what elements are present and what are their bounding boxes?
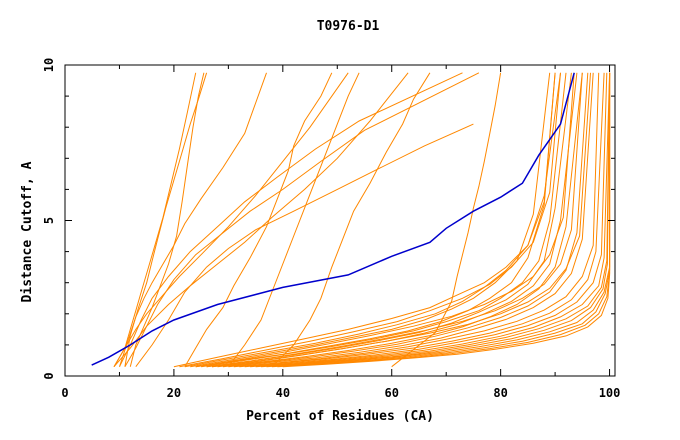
model-curve-29 [255,72,611,368]
y-tick-label: 0 [42,372,56,379]
x-tick-label: 0 [61,386,68,400]
y-tick-label: 5 [42,217,56,224]
model-curve-31 [195,72,575,368]
model-curve-34 [206,72,583,368]
model-curve-35 [277,72,611,368]
model-curve-13 [391,72,502,368]
model-curve-28 [250,72,611,368]
model-curve-33 [271,72,611,368]
model-curve-4 [113,72,349,367]
chart-title: T0976-D1 [317,19,380,34]
model-curve-22 [179,72,561,368]
highlighted-model-curve [91,72,575,366]
y-tick-label: 10 [42,58,56,72]
axis-layer: 0 20 40 60 80 100 0 5 10 [42,58,620,400]
model-curve-30 [260,72,611,368]
model-curve-6 [113,72,197,367]
model-curve-17 [201,72,567,368]
x-axis-label: Percent of Residues (CA) [246,409,434,424]
model-curve-32 [266,72,611,368]
model-curve-1 [129,72,205,367]
model-curve-37 [282,72,611,368]
plot-area-frame [64,64,616,377]
model-curve-36 [211,72,591,368]
model-curve-26 [239,72,605,368]
model-curve-10 [184,72,333,367]
model-curve-21 [217,72,583,368]
model-curve-23 [222,72,589,368]
model-curve-11 [227,72,360,367]
model-curve-27 [244,72,608,368]
model-curve-3 [119,72,267,367]
model-curve-5 [113,72,409,368]
x-tick-label: 60 [385,386,399,400]
model-curve-18 [206,72,572,368]
model-curve-12 [271,72,431,368]
model-curve-8 [124,72,480,367]
model-curve-24 [228,72,594,368]
model-curve-20 [173,72,556,368]
y-axis-label: Distance Cutoff, A [20,161,35,302]
x-tick-label: 80 [493,386,507,400]
model-curve-7 [119,72,463,367]
x-tick-label: 20 [167,386,181,400]
series-layer [91,72,611,368]
model-curve-25 [233,72,600,368]
x-tick-label: 100 [599,386,621,400]
x-tick-label: 40 [276,386,290,400]
